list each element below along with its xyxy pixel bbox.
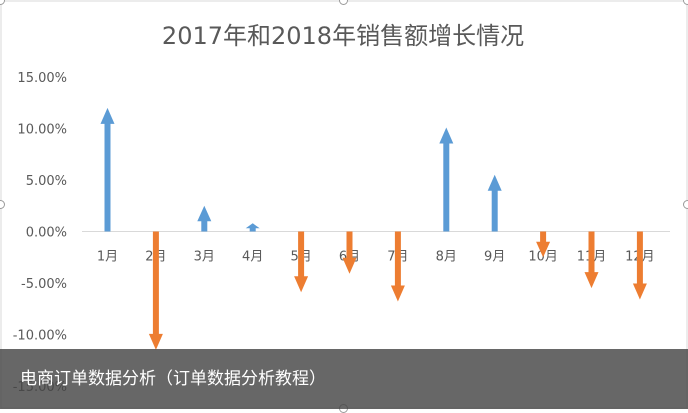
bar-arrow-5 (294, 231, 309, 293)
bar-arrow-2 (148, 231, 163, 350)
resize-handle-middle-left[interactable] (0, 200, 5, 209)
chart-title: 2017年和2018年销售额增长情况 (162, 22, 524, 50)
x-tick-label: 8月 (436, 250, 457, 265)
y-tick-label: 15.00% (17, 71, 67, 86)
data-series (100, 107, 647, 350)
bar-arrow-6 (342, 231, 357, 274)
resize-handle-top-right[interactable] (683, 0, 688, 5)
bar-arrow-7 (390, 231, 405, 302)
x-tick-label: 4月 (242, 250, 263, 265)
caption-text: 电商订单数据分析（订单数据分析教程） (20, 369, 326, 389)
caption-overlay: 电商订单数据分析（订单数据分析教程） (0, 349, 688, 409)
y-tick-label: 0.00% (26, 226, 67, 241)
y-tick-label: 5.00% (26, 174, 67, 189)
bar-arrow-12 (632, 231, 647, 300)
bar-arrow-4 (245, 223, 260, 232)
bar-arrow-3 (197, 205, 212, 232)
x-tick-label: 1月 (97, 250, 118, 265)
y-tick-label: -10.00% (13, 329, 67, 344)
resize-handle-top-center[interactable] (339, 0, 348, 5)
bar-arrow-9 (487, 174, 502, 232)
bar-arrow-11 (584, 231, 599, 289)
bar-arrow-10 (536, 231, 551, 258)
bar-arrow-1 (100, 107, 115, 232)
y-tick-label: 10.00% (17, 123, 67, 138)
y-tick-label: -5.00% (21, 277, 67, 292)
resize-handle-top-left[interactable] (0, 0, 5, 5)
resize-handle-middle-right[interactable] (683, 200, 688, 209)
x-tick-label: 9月 (484, 250, 505, 265)
bar-arrow-8 (439, 127, 454, 232)
x-tick-label: 3月 (194, 250, 215, 265)
